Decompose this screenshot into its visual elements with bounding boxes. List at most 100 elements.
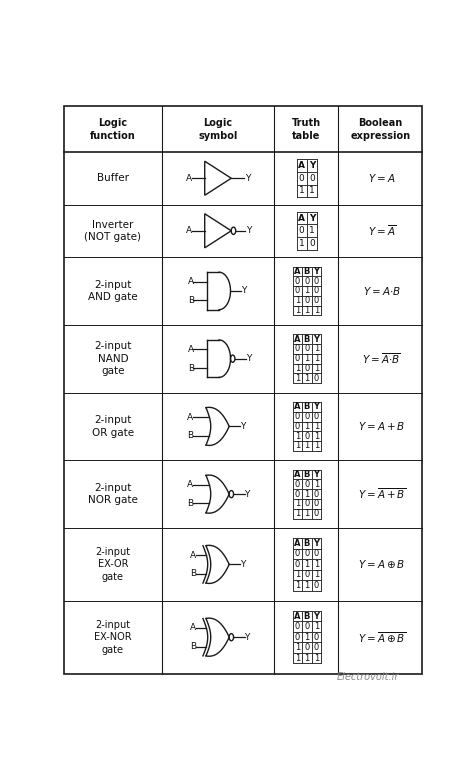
Text: 0: 0 <box>314 277 319 286</box>
Text: 0: 0 <box>304 364 310 373</box>
Text: Logic
symbol: Logic symbol <box>199 117 238 141</box>
Text: 1: 1 <box>314 344 319 354</box>
Text: 0: 0 <box>314 632 319 642</box>
Text: 1: 1 <box>314 441 319 451</box>
Text: 1: 1 <box>304 441 310 451</box>
Text: A: A <box>187 413 193 422</box>
Text: A: A <box>294 267 301 276</box>
Text: 1: 1 <box>314 622 319 631</box>
Text: $Y = A{\cdot}B$: $Y = A{\cdot}B$ <box>363 285 401 297</box>
Text: A: A <box>187 480 193 490</box>
Text: 0: 0 <box>295 622 300 631</box>
Text: 0: 0 <box>295 480 300 489</box>
Text: 1: 1 <box>314 480 319 489</box>
Text: A: A <box>294 611 301 621</box>
Text: A: A <box>188 277 194 286</box>
Text: 1: 1 <box>304 306 310 315</box>
Text: 1: 1 <box>304 287 310 295</box>
Text: 0: 0 <box>304 412 310 421</box>
Text: 1: 1 <box>314 653 319 663</box>
Text: Y: Y <box>241 287 246 295</box>
Text: 0: 0 <box>295 560 300 569</box>
Text: A: A <box>186 226 191 235</box>
Text: $Y = A \oplus B$: $Y = A \oplus B$ <box>358 559 405 570</box>
Text: 2-input
NOR gate: 2-input NOR gate <box>88 483 138 505</box>
Text: 1: 1 <box>314 306 319 315</box>
Text: Y: Y <box>246 354 251 363</box>
Text: 1: 1 <box>299 186 305 195</box>
Text: 1: 1 <box>304 422 310 431</box>
Text: 1: 1 <box>314 354 319 363</box>
Text: 1: 1 <box>314 422 319 431</box>
Text: 0: 0 <box>304 643 310 652</box>
Text: 1: 1 <box>295 306 300 315</box>
Text: 1: 1 <box>295 296 300 305</box>
Text: B: B <box>304 267 310 276</box>
Text: Truth
table: Truth table <box>292 117 321 141</box>
Text: Boolean
expression: Boolean expression <box>350 117 410 141</box>
Text: 1: 1 <box>295 581 300 590</box>
Text: 1: 1 <box>299 239 305 248</box>
Text: 0: 0 <box>314 287 319 295</box>
Text: B: B <box>190 642 196 651</box>
Text: Y: Y <box>240 560 246 569</box>
Text: Y: Y <box>246 174 251 183</box>
Text: A: A <box>186 174 191 183</box>
Text: 0: 0 <box>314 549 319 559</box>
Text: B: B <box>187 499 193 508</box>
Text: B: B <box>190 570 196 578</box>
Text: 0: 0 <box>304 296 310 305</box>
Text: 0: 0 <box>295 277 300 286</box>
Text: 1: 1 <box>309 186 315 195</box>
Text: $Y = \overline{A \oplus B}$: $Y = \overline{A \oplus B}$ <box>358 630 406 645</box>
Text: 1: 1 <box>295 374 300 382</box>
Text: 1: 1 <box>295 509 300 518</box>
Text: B: B <box>187 431 193 441</box>
Text: 1: 1 <box>295 441 300 451</box>
Text: 1: 1 <box>295 500 300 508</box>
Text: 0: 0 <box>314 374 319 382</box>
Text: 1: 1 <box>295 364 300 373</box>
Text: 0: 0 <box>314 490 319 499</box>
Text: 1: 1 <box>304 653 310 663</box>
Text: 2-input
EX-NOR
gate: 2-input EX-NOR gate <box>94 620 132 654</box>
Text: 0: 0 <box>295 412 300 421</box>
Text: 0: 0 <box>299 226 305 235</box>
Text: 1: 1 <box>295 570 300 580</box>
Text: 0: 0 <box>299 174 305 183</box>
Text: 0: 0 <box>309 239 315 248</box>
Text: 0: 0 <box>295 344 300 354</box>
Text: Y: Y <box>245 632 250 642</box>
Text: $Y = A$: $Y = A$ <box>368 172 395 184</box>
Text: Y: Y <box>240 422 246 431</box>
Text: $Y = \overline{A}$: $Y = \overline{A}$ <box>368 224 396 239</box>
Text: 0: 0 <box>295 287 300 295</box>
Text: 1: 1 <box>314 570 319 580</box>
Text: A: A <box>190 623 196 632</box>
Text: 1: 1 <box>314 364 319 373</box>
Text: B: B <box>304 470 310 479</box>
Text: Y: Y <box>313 539 319 548</box>
Text: Y: Y <box>313 611 319 621</box>
Text: 1: 1 <box>309 226 315 235</box>
Text: 1: 1 <box>314 432 319 441</box>
Text: 1: 1 <box>304 509 310 518</box>
Text: Y: Y <box>246 226 251 235</box>
Text: 0: 0 <box>304 549 310 559</box>
Text: A: A <box>190 551 196 559</box>
Text: 0: 0 <box>304 344 310 354</box>
Text: 0: 0 <box>304 277 310 286</box>
Text: B: B <box>188 296 194 305</box>
Text: 1: 1 <box>304 632 310 642</box>
Text: 1: 1 <box>304 490 310 499</box>
Text: 2-input
NAND
gate: 2-input NAND gate <box>94 341 132 376</box>
Text: 1: 1 <box>304 374 310 382</box>
Text: 1: 1 <box>304 581 310 590</box>
Text: B: B <box>304 335 310 343</box>
Text: 1: 1 <box>314 560 319 569</box>
Text: 0: 0 <box>295 549 300 559</box>
Text: 0: 0 <box>295 632 300 642</box>
Text: 0: 0 <box>314 500 319 508</box>
Text: Inverter
(NOT gate): Inverter (NOT gate) <box>84 220 141 242</box>
Text: 2-input
AND gate: 2-input AND gate <box>88 280 137 302</box>
